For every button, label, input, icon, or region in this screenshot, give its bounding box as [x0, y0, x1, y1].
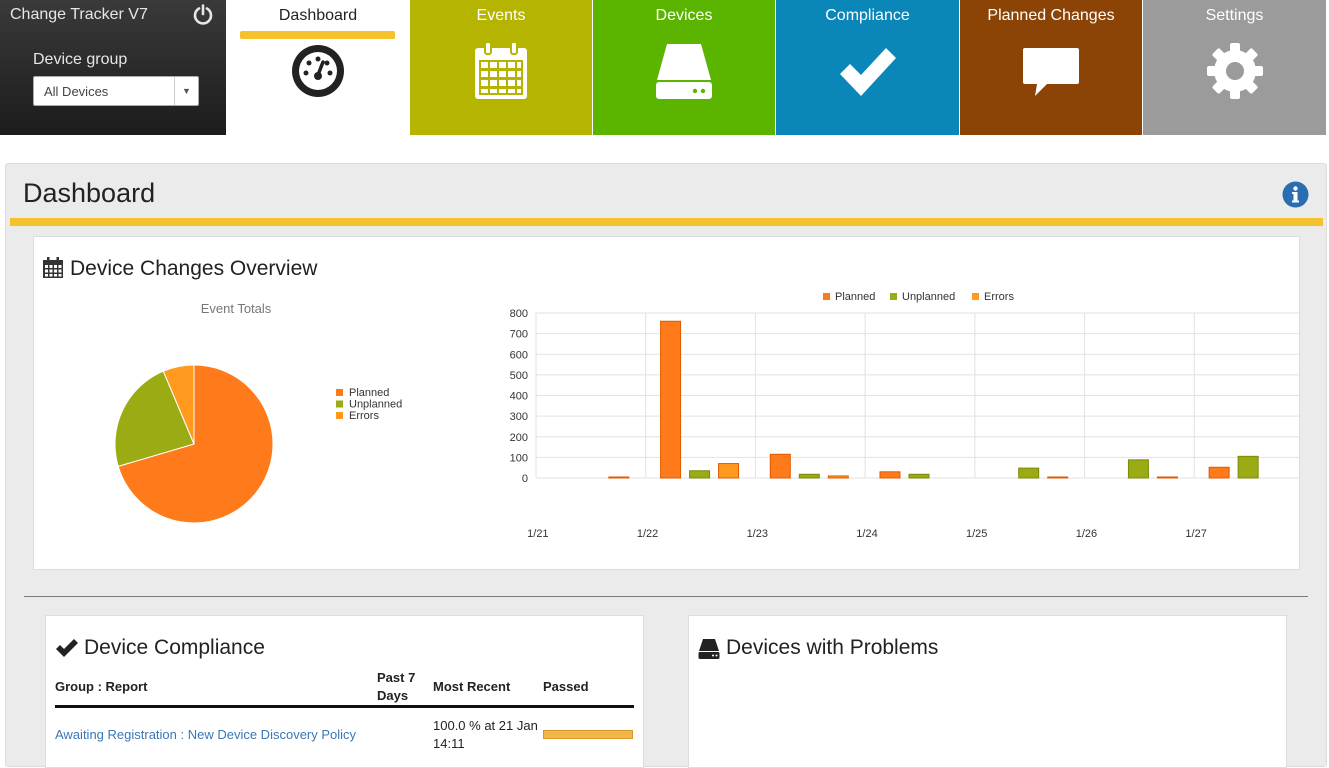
overview-title: Device Changes Overview — [70, 257, 318, 280]
bar-errors-1-21[interactable] — [608, 476, 630, 479]
legend-swatch-planned — [823, 293, 830, 300]
device-group-label: Device group — [33, 51, 128, 68]
device-changes-overview: Device Changes Overview Event Totals Pla… — [33, 236, 1300, 570]
header-rule — [55, 705, 634, 708]
tab-dashboard-label: Dashboard — [278, 7, 358, 24]
bar-unplanned-1-27[interactable] — [1237, 455, 1259, 479]
x-tick-label: 1/23 — [747, 528, 768, 540]
legend-swatch-errors — [972, 293, 979, 300]
device-group-value: All Devices — [44, 84, 109, 99]
y-tick-label: 300 — [510, 411, 528, 423]
pie-slice-unplanned[interactable] — [114, 370, 195, 467]
bar-planned-1-24[interactable] — [879, 471, 901, 479]
devices-with-problems-panel: Devices with Problems — [688, 615, 1287, 768]
x-tick-label: 1/22 — [637, 528, 658, 540]
col-group-report[interactable]: Group : Report — [55, 679, 148, 694]
info-icon[interactable] — [1282, 181, 1309, 208]
app-title: Change Tracker V7 — [10, 6, 148, 23]
tab-events[interactable]: Events — [410, 0, 592, 135]
speedometer-icon — [292, 45, 344, 97]
y-tick-label: 800 — [510, 308, 528, 320]
checkmark-icon — [56, 638, 78, 663]
tab-dashboard[interactable]: Dashboard — [226, 0, 410, 135]
active-tab-indicator — [240, 31, 395, 39]
legend-swatch-planned — [336, 389, 343, 396]
bar-unplanned-1-22[interactable] — [689, 470, 711, 479]
bar-unplanned-1-24[interactable] — [908, 473, 930, 479]
legend-label-errors[interactable]: Errors — [349, 410, 379, 422]
bar-planned-1-27[interactable] — [1208, 466, 1230, 479]
pie-title: Event Totals — [201, 301, 272, 316]
bar-planned-1-22[interactable] — [660, 320, 682, 479]
bar-unplanned-1-23[interactable] — [798, 473, 820, 479]
legend-label-planned[interactable]: Planned — [349, 387, 389, 399]
problems-title: Devices with Problems — [726, 636, 939, 659]
y-tick-label: 600 — [510, 349, 528, 361]
tab-settings-label: Settings — [1205, 7, 1264, 24]
checkmark-icon — [839, 48, 896, 96]
col-passed[interactable]: Passed — [543, 679, 589, 694]
y-tick-label: 500 — [510, 370, 528, 382]
legend-label-unplanned[interactable]: Unplanned — [349, 399, 402, 411]
tab-planned-label: Planned Changes — [987, 7, 1115, 24]
daily-changes-bar-chart: Planned Unplanned Errors 0 100 200 300 400 500 6… — [510, 292, 1299, 540]
y-tick-label: 700 — [510, 329, 528, 341]
dashboard-panel: Dashboard Device Changes Overview — [5, 163, 1327, 768]
legend-swatch-errors — [336, 412, 343, 419]
x-tick-label: 1/26 — [1076, 528, 1097, 540]
bar-planned-1-23[interactable] — [769, 453, 791, 479]
power-icon[interactable] — [192, 4, 214, 26]
passed-progress-bar — [543, 730, 633, 739]
col-most-recent[interactable]: Most Recent — [433, 679, 511, 694]
y-tick-label: 400 — [510, 391, 528, 403]
title-underline — [10, 218, 1323, 226]
tab-compliance[interactable]: Compliance — [776, 0, 959, 135]
gear-icon — [1206, 43, 1263, 99]
device-group-select[interactable]: All Devices ▼ — [33, 76, 199, 106]
report-link[interactable]: Awaiting Registration : New Device Disco… — [55, 727, 357, 742]
bar-errors-1-22[interactable] — [718, 463, 740, 479]
y-tick-label: 0 — [522, 473, 528, 485]
tab-compliance-label: Compliance — [825, 7, 910, 24]
device-compliance-panel: Device Compliance Group : Report Past 7 … — [45, 615, 644, 768]
chevron-down-icon[interactable]: ▼ — [174, 77, 198, 105]
hard-drive-icon — [698, 638, 720, 665]
x-tick-label: 1/27 — [1185, 528, 1206, 540]
pie-slice-errors[interactable] — [162, 364, 195, 445]
col-past7-line1[interactable]: Past 7 — [377, 670, 416, 685]
legend-label-errors[interactable]: Errors — [984, 292, 1014, 303]
legend-swatch-unplanned — [890, 293, 897, 300]
tab-planned-changes[interactable]: Planned Changes — [960, 0, 1142, 135]
y-tick-label: 100 — [510, 452, 528, 464]
bar-errors-1-26[interactable] — [1156, 476, 1178, 479]
x-tick-label: 1/24 — [856, 528, 877, 540]
x-tick-label: 1/21 — [527, 528, 548, 540]
bar-errors-1-25[interactable] — [1047, 476, 1069, 479]
section-divider — [24, 596, 1308, 597]
tab-devices-label: Devices — [655, 7, 713, 24]
brand-panel: Change Tracker V7 Device group All Devic… — [0, 0, 226, 135]
top-navigation: Change Tracker V7 Device group All Devic… — [0, 0, 1329, 135]
most-recent-value: 100.0 % at 21 Jan 14:11 — [433, 718, 538, 751]
calendar-icon — [42, 257, 64, 284]
calendar-icon — [475, 42, 527, 99]
pie-slice-planned[interactable] — [117, 364, 274, 524]
legend-label-unplanned[interactable]: Unplanned — [902, 292, 955, 303]
hard-drive-icon — [656, 44, 712, 99]
x-tick-label: 1/25 — [966, 528, 987, 540]
legend-label-planned[interactable]: Planned — [835, 292, 875, 303]
page-title: Dashboard — [23, 178, 156, 208]
bar-unplanned-1-25[interactable] — [1018, 467, 1040, 479]
bar-unplanned-1-26[interactable] — [1127, 459, 1149, 479]
speech-bubble-icon — [1023, 48, 1079, 96]
compliance-title: Device Compliance — [84, 636, 265, 659]
tab-events-label: Events — [476, 7, 526, 24]
tab-settings[interactable]: Settings — [1143, 0, 1326, 135]
y-tick-label: 200 — [510, 432, 528, 444]
legend-swatch-unplanned — [336, 400, 343, 408]
tab-devices[interactable]: Devices — [593, 0, 775, 135]
bar-errors-1-23[interactable] — [827, 475, 849, 479]
col-past7-line2[interactable]: Days — [377, 688, 409, 703]
